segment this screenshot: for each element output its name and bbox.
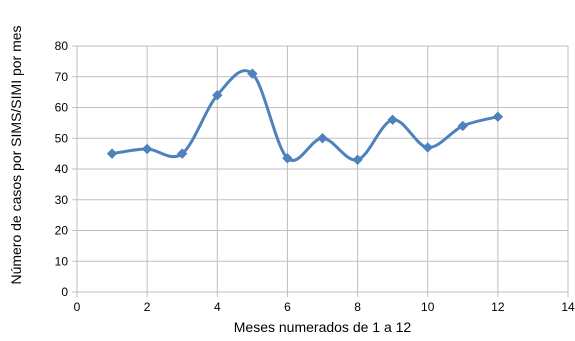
data-point-marker xyxy=(247,68,258,79)
y-axis-title: Número de casos por SIMS/SIMI por mes xyxy=(8,25,24,284)
y-axis-ticks: 0 10 20 30 40 50 60 70 80 xyxy=(55,39,77,299)
data-point-marker xyxy=(352,154,363,165)
grid xyxy=(76,45,569,293)
data-point-marker xyxy=(177,148,188,159)
x-tick-label: 2 xyxy=(144,300,151,314)
data-point-marker xyxy=(106,148,118,159)
data-point-marker xyxy=(212,89,223,101)
x-tick-label: 8 xyxy=(354,300,361,314)
data-point-marker xyxy=(387,114,398,126)
x-tick-label: 4 xyxy=(214,300,221,314)
x-tick-label: 0 xyxy=(74,300,81,314)
y-tick-label: 20 xyxy=(55,224,69,238)
y-tick-label: 0 xyxy=(61,285,68,299)
data-point-marker xyxy=(317,133,328,144)
y-tick-label: 70 xyxy=(55,70,69,84)
data-point-marker xyxy=(457,120,468,132)
y-tick-label: 50 xyxy=(55,131,69,145)
series-line xyxy=(110,69,500,162)
y-tick-label: 60 xyxy=(55,101,69,115)
x-axis-ticks: 0 2 4 6 8 10 12 14 xyxy=(74,292,575,314)
y-tick-label: 80 xyxy=(55,39,69,53)
data-point-marker xyxy=(492,111,504,122)
x-tick-label: 10 xyxy=(421,300,435,314)
data-point-marker xyxy=(141,143,153,155)
x-tick-label: 14 xyxy=(561,300,575,314)
x-tick-label: 12 xyxy=(491,300,505,314)
data-point-marker xyxy=(422,142,433,153)
series-layer xyxy=(106,68,504,165)
x-tick-label: 6 xyxy=(284,300,291,314)
data-point-marker xyxy=(282,153,293,164)
y-tick-label: 10 xyxy=(55,254,69,268)
x-axis-title: Meses numerados de 1 a 12 xyxy=(234,319,412,335)
y-tick-label: 40 xyxy=(55,162,69,176)
y-tick-label: 30 xyxy=(55,193,69,207)
